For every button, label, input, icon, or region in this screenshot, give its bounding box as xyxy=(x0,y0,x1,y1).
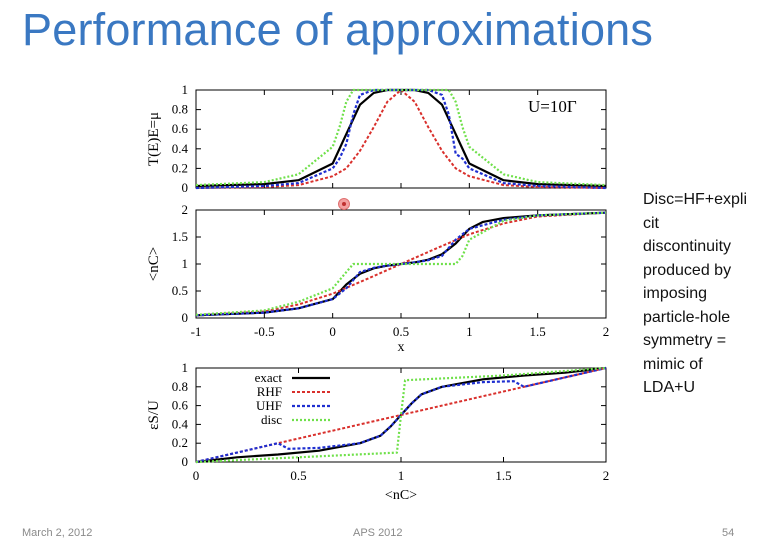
y-tick-label: 1 xyxy=(182,360,189,375)
series-line-disc xyxy=(195,366,607,464)
legend-label: exact xyxy=(255,370,283,385)
side-note-line: imposing xyxy=(643,285,708,302)
side-note-line: produced by xyxy=(643,261,732,279)
series-line-rhf xyxy=(195,211,607,317)
x-tick-label: 1 xyxy=(398,468,405,483)
y-tick-label: 2 xyxy=(182,202,189,217)
side-note-line: Disc=HF+expli xyxy=(643,191,748,208)
series-line-disc xyxy=(195,211,607,316)
x-tick-label: 1.5 xyxy=(530,324,546,339)
x-tick-label: -0.5 xyxy=(254,324,275,339)
legend-label: disc xyxy=(261,412,282,427)
side-note-line: mimic of xyxy=(643,355,703,373)
x-tick-label: 2 xyxy=(603,324,610,339)
x-tick-label: 1.5 xyxy=(495,468,511,483)
plot-annotation: U=10Γ xyxy=(528,97,577,116)
y-tick-label: 0.8 xyxy=(172,379,188,394)
side-note-line: cit xyxy=(643,214,659,232)
y-tick-label: 0.6 xyxy=(172,398,189,413)
y-tick-label: 0.5 xyxy=(172,283,188,298)
pointer-cursor-icon xyxy=(338,198,350,210)
x-axis-label: <nC> xyxy=(385,488,417,503)
series-line-disc xyxy=(195,88,607,187)
x-tick-label: 2 xyxy=(603,468,610,483)
y-tick-label: 0.8 xyxy=(172,102,188,117)
x-tick-label: -1 xyxy=(191,324,202,339)
side-note: Disc=HF+expli cit discontinuity produced… xyxy=(643,188,761,400)
x-tick-label: 0.5 xyxy=(290,468,306,483)
footer-event: APS 2012 xyxy=(353,527,403,539)
footer-page-number: 54 xyxy=(722,527,735,539)
y-tick-label: 0.6 xyxy=(172,121,189,136)
x-tick-label: 0.5 xyxy=(393,324,409,339)
y-tick-label: 0.2 xyxy=(172,160,188,175)
x-tick-label: 0 xyxy=(329,324,336,339)
x-axis-label: x xyxy=(398,340,405,355)
y-tick-label: 0.4 xyxy=(172,141,189,156)
y-tick-label: 0 xyxy=(182,310,189,325)
side-note-line: discontinuity xyxy=(643,238,732,255)
y-tick-label: 0 xyxy=(182,180,189,195)
y-tick-label: 1 xyxy=(182,82,189,97)
y-axis-label: T(E)E=μ xyxy=(146,112,162,166)
side-note-line: particle-hole xyxy=(643,308,731,326)
side-note-line: symmetry = xyxy=(643,332,727,349)
footer-date: March 2, 2012 xyxy=(22,527,93,539)
x-tick-label: 1 xyxy=(466,324,473,339)
series-line-uhf xyxy=(195,211,607,317)
y-tick-label: 0.2 xyxy=(172,435,188,450)
y-tick-label: 0 xyxy=(182,454,189,469)
slide-title: Performance of approximations xyxy=(22,4,654,55)
series-line-uhf xyxy=(195,88,607,190)
y-tick-label: 1.5 xyxy=(172,229,188,244)
legend-label: RHF xyxy=(257,384,282,399)
x-tick-label: 0 xyxy=(193,468,200,483)
y-tick-label: 0.4 xyxy=(172,416,189,431)
side-note-line: LDA+U xyxy=(643,379,696,396)
y-axis-label: <nC> xyxy=(146,247,162,281)
y-tick-label: 1 xyxy=(182,256,189,271)
series-line-uhf xyxy=(195,366,607,464)
y-axis-label: εS/U xyxy=(146,400,162,430)
legend-label: UHF xyxy=(256,398,282,413)
